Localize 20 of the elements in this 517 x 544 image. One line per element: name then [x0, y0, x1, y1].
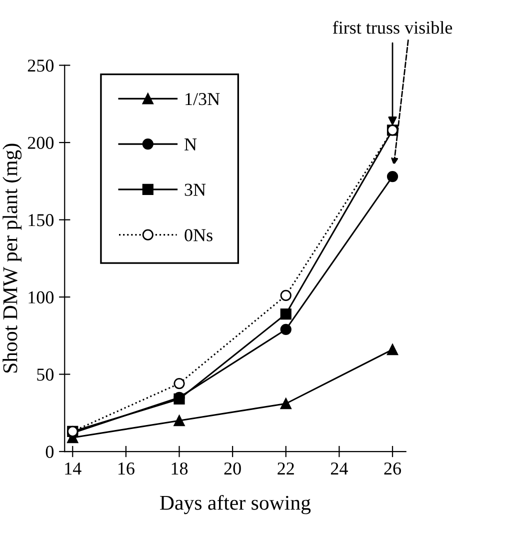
x-tick-label: 26 [384, 462, 402, 475]
annotation: first truss visible [332, 20, 452, 34]
y-tick-label: 200 [28, 136, 54, 149]
y-tick-label: 50 [37, 368, 54, 381]
y-tick-label: 0 [46, 446, 54, 458]
legend-label: 0Ns [184, 229, 212, 242]
x-tick-label: 16 [118, 462, 134, 475]
x-tick-label: 20 [224, 462, 241, 475]
x-axis-title: Days after sowing [160, 494, 311, 514]
x-tick-label: 24 [330, 462, 348, 474]
y-tick-label: 250 [28, 60, 54, 72]
legend-label: 1/3N [186, 93, 220, 106]
y-axis-title: Shoot DMW per plant (mg) [2, 144, 22, 373]
x-tick-label: 22 [278, 462, 294, 474]
x-tick-label: 14 [65, 462, 82, 474]
legend-label: N [184, 138, 197, 150]
y-tick-label: 150 [28, 214, 54, 226]
x-tick-label: 18 [172, 462, 188, 475]
y-tick-label: 100 [28, 291, 54, 304]
legend-label: 3N [184, 184, 206, 196]
